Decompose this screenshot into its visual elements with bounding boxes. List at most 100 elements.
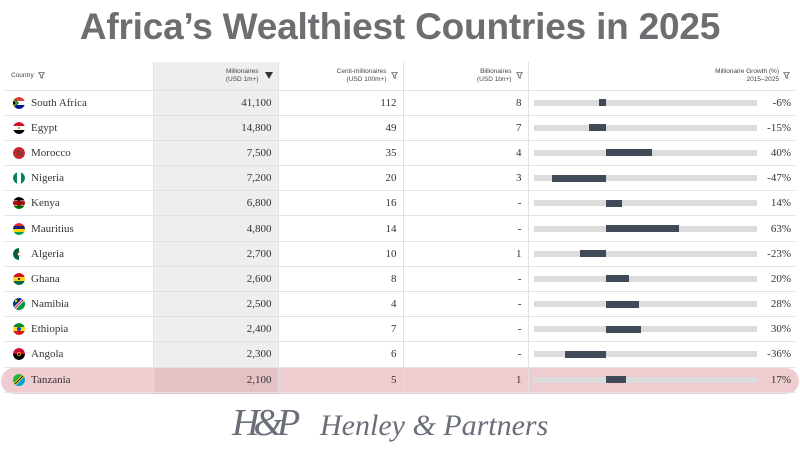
billionaires-value: - xyxy=(403,190,529,217)
centi-millionaires-value: 35 xyxy=(278,140,404,167)
growth-bar-track xyxy=(533,124,757,132)
millionaires-value: 7,200 xyxy=(153,165,279,192)
growth-label: -6% xyxy=(772,96,791,109)
growth-bar-nigeria xyxy=(551,174,607,182)
growth-label: 17% xyxy=(770,373,791,386)
header-millionaires-label: Millionaires xyxy=(225,67,259,75)
growth-bar-track xyxy=(533,350,757,358)
country-name: Namibia xyxy=(31,298,69,311)
table-row[interactable]: Kenya 6,800 16- 14% xyxy=(5,190,795,217)
centi-millionaires-value: 4 xyxy=(278,291,404,318)
morocco-flag-icon xyxy=(13,146,25,159)
table-row[interactable]: Algeria 2,700 10 1 -23% xyxy=(5,241,795,267)
tanzania-flag-icon xyxy=(13,373,25,386)
growth-label: -47% xyxy=(767,172,791,185)
table-row[interactable]: Namibia 2,500 4- 28% xyxy=(5,291,795,318)
angola-flag-icon xyxy=(13,348,25,361)
billionaires-value: - xyxy=(403,215,529,242)
growth-label: 40% xyxy=(770,146,791,159)
header-millionaires[interactable]: Millionaires (USD 1m+) xyxy=(153,62,279,91)
growth-cell: 17% xyxy=(528,367,795,393)
growth-cell: 30% xyxy=(528,316,795,343)
growth-cell: -36% xyxy=(528,341,795,368)
growth-cell: 63% xyxy=(528,215,795,242)
country-name: Egypt xyxy=(31,121,58,134)
growth-bar-kenya xyxy=(606,199,623,207)
growth-label: -36% xyxy=(767,348,791,361)
country-name: Mauritius xyxy=(31,222,74,235)
table-row[interactable]: Tanzania 2,100 5 1 17% xyxy=(5,367,795,393)
table-header-row: Country Millionaires (USD 1m+) Centi-mill… xyxy=(5,62,795,91)
header-country-label: Country xyxy=(11,71,34,79)
table-row[interactable]: Egypt 14,800 49 7 -15% xyxy=(5,115,795,141)
growth-bar-track xyxy=(533,99,757,107)
billionaires-value: 7 xyxy=(403,115,529,141)
millionaires-value: 2,100 xyxy=(153,367,279,393)
country-cell: Mauritius xyxy=(5,215,154,242)
header-centi-millionaires[interactable]: Centi-millionaires (USD 100m+) xyxy=(278,62,404,91)
country-name: Ethiopia xyxy=(31,323,69,336)
table-row[interactable]: Ghana 2,600 8- 20% xyxy=(5,266,795,293)
growth-bar-egypt xyxy=(588,124,607,132)
growth-zero-line xyxy=(606,353,608,356)
filter-icon[interactable] xyxy=(390,72,398,80)
country-cell: Nigeria xyxy=(5,165,154,192)
ethiopia-flag-icon xyxy=(13,323,25,336)
growth-cell: 20% xyxy=(528,266,795,293)
millionaires-value: 2,500 xyxy=(153,291,279,318)
growth-cell: -23% xyxy=(528,241,795,267)
header-growth-label: Millionaire Growth (%) xyxy=(715,67,779,75)
centi-millionaires-value: 16 xyxy=(278,190,404,217)
table-body: South Africa 41,100 112 8 -6% Egypt 14,800 49 7-… xyxy=(5,90,795,393)
egypt-flag-icon xyxy=(13,121,25,134)
table-row[interactable]: South Africa 41,100 112 8 -6% xyxy=(5,90,795,116)
growth-cell: -6% xyxy=(528,90,795,116)
country-name: Kenya xyxy=(31,197,60,210)
billionaires-value: - xyxy=(403,341,529,368)
logo-wordmark: Henley & Partners xyxy=(319,409,548,442)
header-billionaires-label: Billionaires xyxy=(480,67,512,75)
header-growth-period: 2015–2025 xyxy=(746,75,779,83)
growth-label: 28% xyxy=(770,298,791,311)
growth-cell: -47% xyxy=(528,165,795,192)
table-row[interactable]: Mauritius 4,800 14- 63% xyxy=(5,215,795,242)
growth-cell: -15% xyxy=(528,115,795,141)
header-centi-label: Centi-millionaires xyxy=(336,67,387,75)
growth-bar-track xyxy=(533,174,757,182)
header-country[interactable]: Country xyxy=(5,62,154,91)
centi-millionaires-value: 6 xyxy=(278,341,404,368)
table-row[interactable]: Nigeria 7,200 20 3 -47% xyxy=(5,165,795,192)
growth-bar-track xyxy=(533,300,757,308)
growth-label: 20% xyxy=(770,272,791,285)
country-cell: Morocco xyxy=(5,140,154,167)
millionaires-value: 2,400 xyxy=(153,316,279,343)
centi-millionaires-value: 112 xyxy=(278,90,404,116)
growth-label: -23% xyxy=(767,247,791,260)
growth-bar-track xyxy=(533,376,757,384)
growth-bar-track xyxy=(533,225,757,233)
header-millionaire-growth[interactable]: Millionaire Growth (%) 2015–2025 xyxy=(528,62,795,91)
centi-millionaires-value: 49 xyxy=(278,115,404,141)
sort-descending-icon[interactable] xyxy=(264,72,273,80)
table-row[interactable]: Angola 2,300 6- -36% xyxy=(5,341,795,368)
algeria-flag-icon xyxy=(13,247,25,260)
growth-bar-south-africa xyxy=(599,99,607,107)
millionaires-value: 14,800 xyxy=(153,115,279,141)
billionaires-value: 8 xyxy=(403,90,529,116)
filter-icon[interactable] xyxy=(783,72,790,80)
growth-bar-algeria xyxy=(579,250,607,258)
centi-millionaires-value: 7 xyxy=(278,316,404,343)
table-row[interactable]: Ethiopia 2,400 7- 30% xyxy=(5,316,795,343)
header-billionaires[interactable]: Billionaires (USD 1bn+) xyxy=(403,62,529,91)
growth-zero-line xyxy=(606,252,608,255)
growth-bar-namibia xyxy=(606,300,639,308)
filter-icon[interactable] xyxy=(37,72,45,80)
millionaires-value: 2,600 xyxy=(153,266,279,293)
country-name: Ghana xyxy=(31,272,60,285)
millionaires-value: 2,700 xyxy=(153,241,279,267)
mauritius-flag-icon xyxy=(13,222,25,235)
growth-label: -15% xyxy=(767,121,791,134)
table-row[interactable]: Morocco 7,500 35 4 40% xyxy=(5,140,795,167)
filter-icon[interactable] xyxy=(515,72,523,80)
millionaires-value: 41,100 xyxy=(153,90,279,116)
